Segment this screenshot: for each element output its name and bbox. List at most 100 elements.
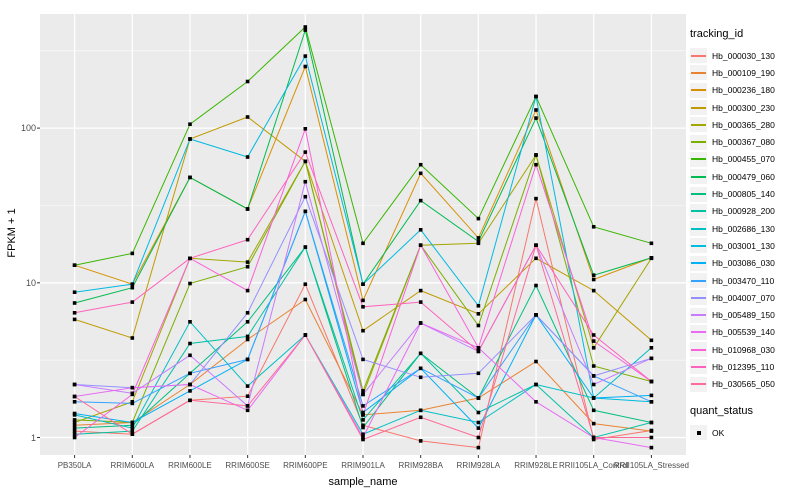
y-axis-title: FPKM + 1: [6, 208, 18, 258]
data-point: [534, 108, 538, 112]
x-tick-label: RRIM600SE: [225, 461, 270, 470]
data-point: [418, 321, 423, 325]
data-point: [418, 439, 423, 443]
legend-item-label: Hb_010968_030: [712, 344, 775, 355]
legend-item: Hb_003086_030: [690, 255, 798, 272]
data-point: [649, 356, 654, 361]
legend-item: Hb_000109_190: [690, 64, 798, 81]
data-point: [130, 251, 135, 256]
legend-item: Hb_005539_140: [690, 324, 798, 341]
data-point: [188, 353, 192, 358]
legend-item: Hb_010968_030: [690, 341, 798, 358]
data-point: [303, 150, 308, 154]
legend-key: [690, 342, 707, 358]
legend-item: Hb_012395_110: [690, 358, 798, 375]
legend-item: Hb_000367_080: [690, 133, 798, 150]
data-point: [534, 256, 538, 261]
legend-key: [690, 48, 707, 64]
data-point: [534, 94, 538, 99]
quant-status-legend: quant_status OK: [690, 405, 798, 441]
legend-key-line: [691, 175, 706, 178]
data-point: [130, 401, 135, 406]
data-point: [361, 432, 365, 436]
data-point: [361, 413, 365, 417]
data-point: [649, 400, 654, 404]
data-point: [361, 435, 365, 440]
data-point: [649, 241, 654, 246]
legend-items: Hb_000030_130 Hb_000109_190 Hb_000236_180 H…: [690, 47, 798, 393]
quant-legend-item: OK: [690, 424, 798, 441]
legend-key: [690, 307, 707, 323]
legend-key-line: [691, 262, 706, 265]
legend: tracking_id Hb_000030_130 Hb_000109_190 Hb…: [690, 28, 798, 441]
data-point: [130, 285, 135, 290]
data-point: [476, 216, 481, 221]
x-tick-label: RRIM600LE: [168, 461, 212, 470]
legend-key: [690, 359, 707, 375]
data-point: [72, 435, 77, 440]
data-point: [476, 239, 481, 244]
legend-item-label: Hb_000236_180: [712, 85, 775, 96]
data-point: [418, 375, 423, 380]
data-point: [534, 162, 538, 167]
data-point: [72, 382, 77, 387]
data-point: [245, 155, 250, 159]
data-point: [303, 127, 308, 131]
legend-item: Hb_003470_110: [690, 272, 798, 289]
data-point: [476, 426, 481, 430]
x-tick-label: RRIM600LA: [110, 461, 155, 470]
legend-title-tracking-id: tracking_id: [690, 28, 744, 40]
data-point: [534, 116, 538, 120]
legend-item-label: Hb_005539_140: [712, 327, 775, 338]
legend-key-line: [691, 279, 706, 282]
data-point: [72, 311, 77, 315]
legend-item-label: Hb_000030_130: [712, 50, 775, 61]
data-point: [649, 393, 654, 398]
data-point: [591, 346, 596, 350]
data-point: [361, 298, 365, 303]
data-point: [245, 394, 250, 398]
legend-item: Hb_030565_050: [690, 376, 798, 393]
data-point: [418, 228, 423, 232]
data-point: [476, 346, 481, 350]
data-point: [130, 282, 135, 286]
legend-item: Hb_000300_230: [690, 99, 798, 116]
legend-item: Hb_000365_280: [690, 116, 798, 133]
data-point: [649, 338, 654, 343]
data-point: [130, 432, 135, 436]
legend-item: Hb_000236_180: [690, 82, 798, 99]
data-point: [303, 194, 308, 199]
data-point: [591, 333, 596, 337]
data-point: [361, 418, 365, 422]
y-tick-label: 10: [25, 277, 36, 288]
data-point: [534, 313, 538, 317]
data-point: [649, 346, 654, 350]
data-point: [188, 320, 192, 324]
data-point: [418, 243, 423, 247]
data-point: [591, 437, 596, 442]
legend-item-label: Hb_003470_110: [712, 275, 775, 286]
legend-key-line: [691, 54, 706, 57]
legend-key: [690, 169, 707, 185]
data-point: [130, 385, 135, 390]
data-point: [476, 445, 481, 450]
legend-key-line: [691, 244, 706, 247]
legend-key: [690, 117, 707, 133]
legend-key: [690, 221, 707, 237]
data-point: [418, 415, 423, 420]
data-point: [534, 243, 538, 247]
legend-key-line: [691, 158, 706, 161]
data-point: [245, 264, 250, 269]
data-point: [130, 423, 135, 428]
point-icon: [696, 430, 701, 435]
data-point: [361, 241, 365, 246]
data-point: [72, 418, 77, 422]
data-point: [476, 410, 481, 415]
data-point: [476, 236, 481, 240]
data-point: [361, 357, 365, 362]
data-point: [130, 300, 135, 304]
data-point: [303, 25, 308, 29]
data-point: [245, 334, 250, 339]
data-point: [476, 304, 481, 308]
data-point: [303, 64, 308, 69]
